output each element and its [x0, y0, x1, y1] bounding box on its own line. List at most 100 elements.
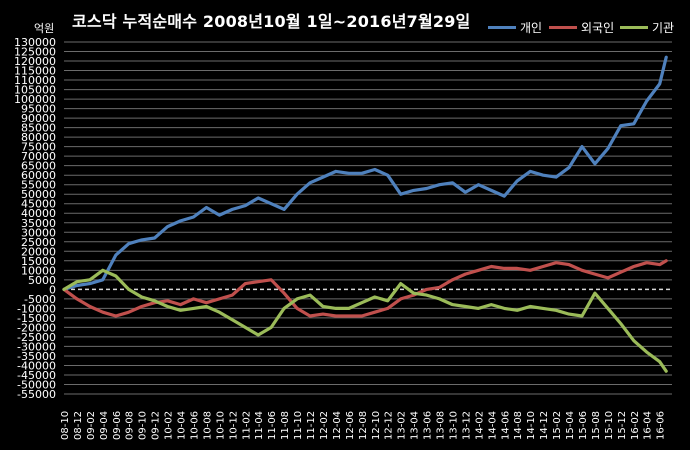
y-tick-label: 110000 [14, 74, 56, 87]
x-tick-label: 10-12 [228, 411, 239, 440]
x-tick-label: 13-02 [397, 411, 408, 440]
y-tick-label: 30000 [21, 226, 56, 239]
y-tick-label: 55000 [21, 179, 56, 192]
x-tick-label: 09-04 [99, 411, 110, 440]
y-tick-label: 120000 [14, 55, 56, 68]
y-tick-label: -50000 [17, 378, 56, 391]
y-tick-label: 125000 [14, 46, 56, 59]
y-tick-label: -20000 [17, 321, 56, 334]
x-tick-label: 15-06 [578, 411, 589, 440]
x-tick-label: 09-12 [151, 411, 162, 440]
x-tick-label: 13-10 [448, 411, 459, 440]
x-tick-label: 16-02 [630, 411, 641, 440]
y-tick-label: 5000 [28, 274, 56, 287]
legend-swatch-foreign [549, 26, 577, 29]
series-line-외국인 [62, 259, 668, 318]
x-tick-label: 15-12 [617, 411, 628, 440]
y-tick-label: 50000 [21, 188, 56, 201]
legend-swatch-individual [488, 26, 516, 29]
y-tick-label: 130000 [14, 36, 56, 49]
x-tick-label: 12-04 [332, 411, 343, 440]
y-tick-label: 20000 [21, 245, 56, 258]
y-tick-label: 25000 [21, 236, 56, 249]
x-tick-label: 10-02 [164, 411, 175, 440]
x-tick-label: 11-02 [241, 411, 252, 440]
x-tick-label: 14-08 [513, 411, 524, 440]
y-tick-label: 70000 [21, 150, 56, 163]
y-tick-label: -15000 [17, 312, 56, 325]
y-tick-label: 90000 [21, 112, 56, 125]
legend-item-foreign: 외국인 [549, 19, 614, 36]
x-tick-label: 13-12 [461, 411, 472, 440]
x-tick-label: 10-06 [189, 411, 200, 440]
y-tick-label: 15000 [21, 255, 56, 268]
x-tick-label: 14-04 [487, 411, 498, 440]
x-tick-label: 09-10 [138, 411, 149, 440]
y-tick-label: 80000 [21, 131, 56, 144]
y-tick-label: -45000 [17, 369, 56, 382]
x-tick-label: 11-12 [306, 411, 317, 440]
x-tick-label: 09-06 [112, 411, 123, 440]
x-tick-label: 11-10 [293, 411, 304, 440]
series-line-개인 [62, 55, 668, 291]
x-tick-label: 14-12 [539, 411, 550, 440]
y-tick-label: 60000 [21, 169, 56, 182]
x-tick-label: 14-10 [526, 411, 537, 440]
x-tick-label: 13-04 [410, 411, 421, 440]
x-tick-label: 14-06 [500, 411, 511, 440]
x-tick-label: 15-08 [591, 411, 602, 440]
y-tick-label: 115000 [14, 65, 56, 78]
y-tick-label: 45000 [21, 198, 56, 211]
x-tick-label: 10-10 [215, 411, 226, 440]
legend-item-institution: 기관 [620, 19, 674, 36]
y-tick-label: 40000 [21, 207, 56, 220]
x-tick-label: 12-12 [384, 411, 395, 440]
x-tick-label: 13-08 [436, 411, 447, 440]
y-tick-label: 85000 [21, 122, 56, 135]
legend-label-foreign: 외국인 [581, 21, 615, 35]
y-tick-label: -55000 [17, 388, 56, 401]
y-tick-label: 100000 [14, 93, 56, 106]
legend-swatch-institution [620, 26, 648, 29]
chart-title: 코스닥 누적순매수 2008년10월 1일~2016년7월29일 [72, 12, 471, 31]
x-tick-label: 10-04 [177, 411, 188, 440]
y-tick-label: -40000 [17, 359, 56, 372]
x-tick-label: 12-06 [345, 411, 356, 440]
y-tick-label: 0 [49, 283, 56, 296]
x-tick-label: 14-02 [474, 411, 485, 440]
y-tick-label: 75000 [21, 141, 56, 154]
x-tick-label: 15-04 [565, 411, 576, 440]
y-tick-label: 10000 [21, 264, 56, 277]
y-tick-label: -10000 [17, 302, 56, 315]
y-tick-label: -25000 [17, 331, 56, 344]
legend-item-individual: 개인 [488, 19, 542, 36]
x-tick-label: 11-08 [280, 411, 291, 440]
y-tick-label: 35000 [21, 217, 56, 230]
x-tick-label: 11-06 [267, 411, 278, 440]
x-tick-label: 16-06 [656, 411, 667, 440]
x-tick-label: 13-06 [423, 411, 434, 440]
y-tick-label: -5000 [24, 293, 56, 306]
x-tick-label: 09-08 [125, 411, 136, 440]
y-tick-label: -30000 [17, 340, 56, 353]
y-tick-label: -35000 [17, 350, 56, 363]
x-tick-label: 12-10 [371, 411, 382, 440]
x-tick-label: 16-04 [643, 411, 654, 440]
x-tick-label: 08-12 [73, 411, 84, 440]
y-tick-label: 65000 [21, 160, 56, 173]
series-line-기관 [62, 268, 668, 373]
x-tick-label: 15-10 [604, 411, 615, 440]
x-tick-label: 11-04 [254, 411, 265, 440]
legend-label-individual: 개인 [520, 21, 543, 35]
x-tick-label: 12-02 [319, 411, 330, 440]
y-axis-unit: 억원 [34, 22, 55, 35]
y-tick-label: 95000 [21, 103, 56, 116]
legend-label-institution: 기관 [652, 21, 675, 35]
x-tick-label: 15-02 [552, 411, 563, 440]
x-tick-label: 08-10 [60, 411, 71, 440]
y-tick-label: 105000 [14, 84, 56, 97]
x-tick-label: 09-02 [86, 411, 97, 440]
x-tick-label: 12-08 [358, 411, 369, 440]
